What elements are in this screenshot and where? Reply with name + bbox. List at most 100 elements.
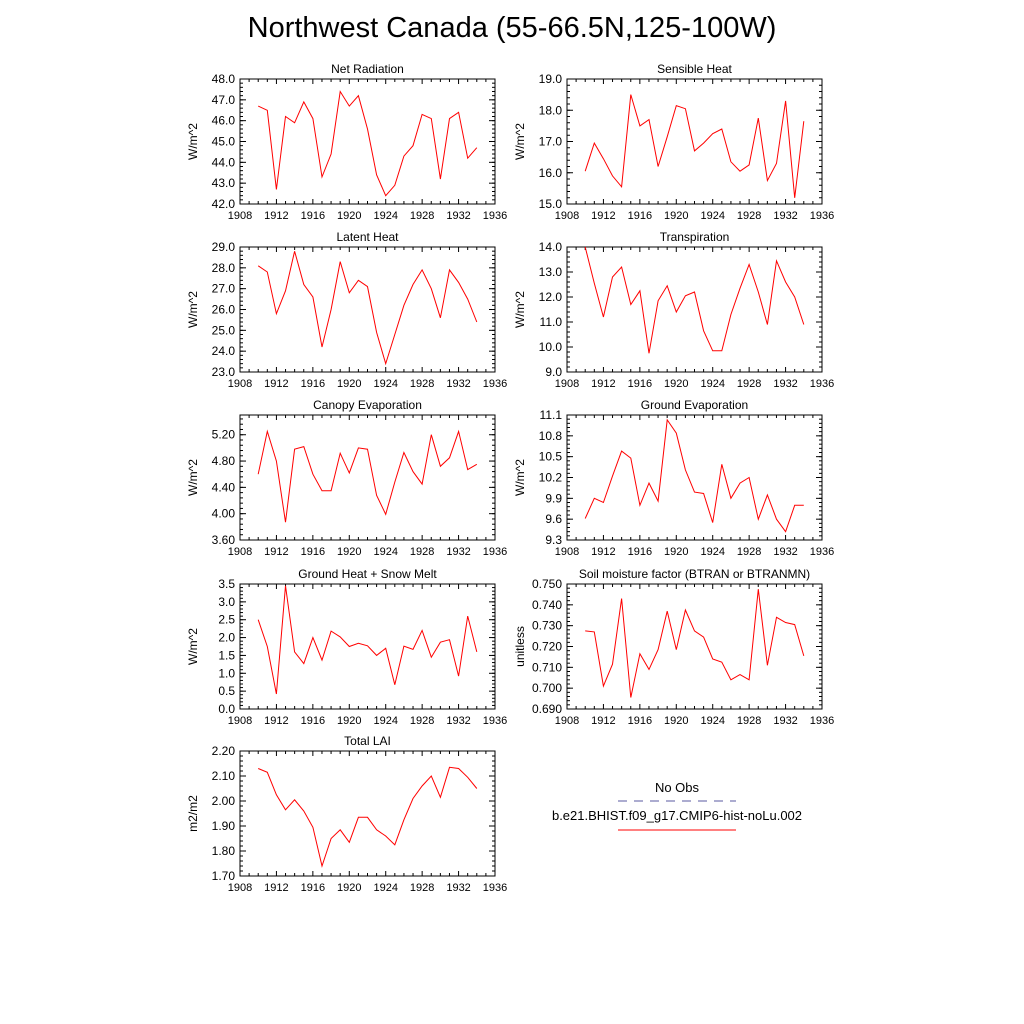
y-tick-label: 44.0 [212,155,236,169]
x-tick-label: 1928 [737,715,761,727]
panel-title: Latent Heat [336,230,399,244]
y-axis-label: W/m^2 [186,291,200,328]
x-tick-label: 1924 [373,378,397,390]
y-axis-label: W/m^2 [186,628,200,665]
y-tick-label: 2.0 [218,631,235,645]
panel-title: Sensible Heat [657,62,732,76]
x-tick-label: 1912 [591,715,615,727]
y-tick-label: 0.0 [218,702,235,716]
x-tick-label: 1932 [773,546,797,558]
x-tick-label: 1920 [664,210,688,222]
y-tick-label: 3.5 [218,577,235,591]
y-tick-label: 43.0 [212,176,236,190]
y-tick-label: 3.60 [212,533,236,547]
y-tick-label: 10.2 [539,471,563,485]
y-tick-label: 1.90 [212,819,236,833]
series-line [584,94,805,198]
plot-frame [566,414,823,541]
y-axis-label: W/m^2 [186,459,200,496]
y-tick-label: 2.5 [218,613,235,627]
x-tick-label: 1932 [446,546,470,558]
y-tick-label: 46.0 [212,114,236,128]
plot-frame [239,414,496,541]
x-tick-label: 1912 [264,378,288,390]
x-tick-label: 1924 [373,546,397,558]
x-tick-label: 1908 [555,378,579,390]
y-tick-label: 0.710 [532,660,562,674]
panel-title: Ground Heat + Snow Melt [298,567,437,581]
y-tick-label: 27.0 [212,282,236,296]
panel-title: Total LAI [344,734,391,748]
x-tick-label: 1920 [664,378,688,390]
x-tick-label: 1912 [591,546,615,558]
x-tick-label: 1936 [810,715,834,727]
y-tick-label: 28.0 [212,261,236,275]
y-tick-label: 10.5 [539,450,563,464]
y-tick-label: 4.00 [212,507,236,521]
y-tick-label: 14.0 [539,240,563,254]
y-tick-label: 0.700 [532,681,562,695]
x-tick-label: 1932 [773,210,797,222]
x-tick-label: 1916 [301,546,325,558]
x-tick-label: 1936 [810,210,834,222]
x-tick-label: 1928 [737,378,761,390]
y-tick-label: 9.9 [545,491,562,505]
panel-5: 1908 1912 1916 1920 1924 1928 1932 1936 9.3 9.6 9.… [513,398,834,558]
panel-7: 1908 1912 1916 1920 1924 1928 1932 1936 0.690 0.7… [513,567,834,727]
page-title: Northwest Canada (55-66.5N,125-100W) [247,12,777,44]
panel-0: 1908 1912 1916 1920 1924 1928 1932 1936 42.0 43.0… [186,62,507,222]
x-tick-label: 1908 [555,210,579,222]
series-line [258,766,478,868]
x-tick-label: 1908 [555,546,579,558]
x-tick-label: 1920 [664,715,688,727]
y-axis-label: W/m^2 [513,123,527,160]
y-tick-label: 4.80 [212,454,236,468]
plot-frame [566,583,823,710]
y-tick-label: 0.750 [532,577,562,591]
y-tick-label: 18.0 [539,103,563,117]
y-tick-label: 2.10 [212,769,236,783]
panel-title: Ground Evaporation [641,398,748,412]
x-tick-label: 1916 [628,546,652,558]
panel-title: Net Radiation [331,62,404,76]
x-tick-label: 1928 [410,715,434,727]
y-tick-label: 29.0 [212,240,236,254]
panel-1: 1908 1912 1916 1920 1924 1928 1932 1936 15.0 16.0… [513,62,834,222]
y-tick-label: 42.0 [212,197,236,211]
x-tick-label: 1912 [264,882,288,894]
y-tick-label: 9.6 [545,512,562,526]
x-tick-label: 1912 [264,210,288,222]
y-tick-label: 0.730 [532,619,562,633]
y-tick-label: 23.0 [212,365,236,379]
y-tick-label: 1.80 [212,844,236,858]
y-tick-label: 10.0 [539,340,563,354]
y-tick-label: 3.0 [218,595,235,609]
y-axis-label: W/m^2 [186,123,200,160]
x-tick-label: 1928 [737,210,761,222]
series-line [257,251,478,366]
panel-title: Soil moisture factor (BTRAN or BTRANMN) [579,567,810,581]
x-tick-label: 1920 [337,882,361,894]
x-tick-label: 1908 [228,546,252,558]
x-tick-label: 1916 [628,210,652,222]
y-tick-label: 1.70 [212,869,236,883]
y-tick-label: 45.0 [212,135,236,149]
series-line [585,589,805,698]
panel-2: 1908 1912 1916 1920 1924 1928 1932 1936 23.0 24.0… [186,230,507,390]
x-tick-label: 1916 [301,378,325,390]
series-line [584,418,804,533]
x-tick-label: 1920 [337,546,361,558]
y-tick-label: 0.720 [532,640,562,654]
x-tick-label: 1912 [264,546,288,558]
x-tick-label: 1932 [446,715,470,727]
series-line [257,90,478,197]
y-tick-label: 1.0 [218,666,235,680]
x-tick-label: 1908 [555,715,579,727]
legend-model-label: b.e21.BHIST.f09_g17.CMIP6-hist-noLu.002 [552,808,802,823]
x-tick-label: 1924 [700,378,724,390]
series-line [257,429,478,523]
x-tick-label: 1916 [628,378,652,390]
x-tick-label: 1936 [483,546,507,558]
x-tick-label: 1908 [228,715,252,727]
